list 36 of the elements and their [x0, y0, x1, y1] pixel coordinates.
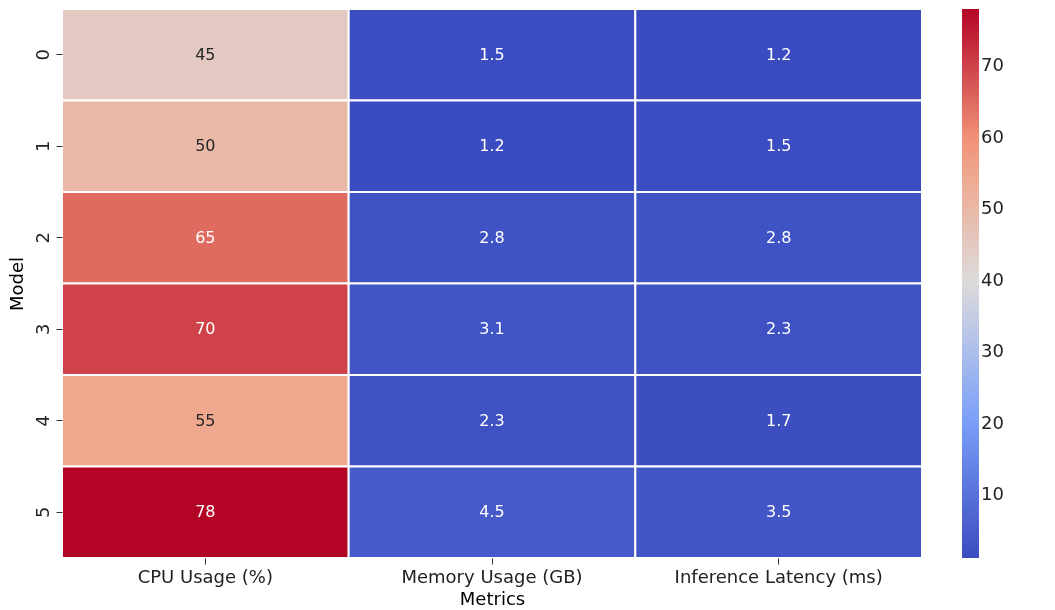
y-tick-label: 3	[31, 323, 53, 335]
color-bar-label: 70	[981, 54, 1004, 76]
data-label: 45	[195, 44, 216, 64]
data-label: 3.1	[479, 319, 505, 339]
y-tick-label: 0	[31, 49, 53, 61]
y-axis-title: Model	[5, 256, 27, 312]
data-label: 78	[195, 502, 216, 522]
y-tick-label: 5	[31, 506, 53, 518]
color-bar-label: 60	[981, 125, 1004, 147]
data-label: 65	[195, 227, 216, 247]
y-tick-label: 4	[31, 415, 53, 427]
data-label: 4.5	[479, 502, 505, 522]
color-bar-label: 10	[981, 483, 1004, 505]
data-label: 2.3	[479, 410, 505, 430]
color-bar-label: 40	[981, 268, 1004, 290]
data-label: 1.7	[765, 410, 792, 430]
data-label: 3.5	[765, 502, 792, 522]
x-tick-label: CPU Usage (%)	[137, 565, 273, 587]
color-bar-label: 50	[981, 197, 1004, 219]
data-label: 2.8	[479, 227, 505, 247]
data-label: 1.2	[765, 44, 792, 64]
x-tick-label: Memory Usage (GB)	[401, 565, 583, 587]
data-label: 55	[195, 410, 216, 430]
x-axis-title: Metrics	[459, 587, 526, 609]
color-bar-label: 30	[981, 340, 1004, 362]
data-label: 2.3	[765, 319, 792, 339]
y-tick-label: 1	[31, 140, 53, 152]
x-tick-label: Inference Latency (ms)	[674, 565, 883, 587]
data-label: 1.2	[479, 136, 505, 156]
data-label: 50	[195, 136, 216, 156]
y-tick-label: 2	[31, 232, 53, 244]
data-label: 1.5	[765, 136, 792, 156]
color-bar-label: 20	[981, 411, 1004, 433]
data-label: 1.5	[479, 44, 505, 64]
data-label: 2.8	[765, 227, 792, 247]
data-label: 70	[195, 319, 216, 339]
